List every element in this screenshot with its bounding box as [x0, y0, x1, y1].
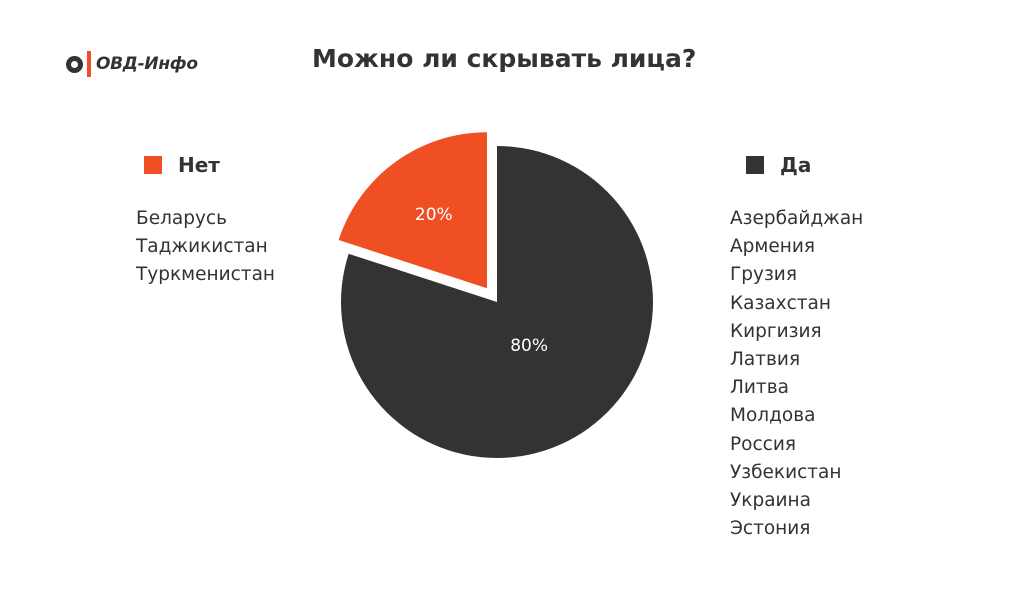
legend-item-yes: Да: [746, 153, 811, 177]
country-item: Украина: [730, 487, 863, 515]
logo-ring-icon: [66, 56, 83, 73]
pie-label-no: 20%: [415, 205, 453, 225]
logo-text: ОВД-Инфо: [96, 54, 198, 74]
country-item: Латвия: [730, 346, 863, 374]
country-item: Казахстан: [730, 290, 863, 318]
legend-label-yes: Да: [780, 153, 811, 177]
logo-accent-bar: [87, 51, 91, 77]
country-list-no: Беларусь Таджикистан Туркменистан: [136, 205, 275, 290]
country-item: Туркменистан: [136, 261, 275, 289]
country-item: Армения: [730, 233, 863, 261]
country-item: Россия: [730, 431, 863, 459]
pie-label-yes: 80%: [510, 336, 548, 356]
country-item: Азербайджан: [730, 205, 863, 233]
country-item: Грузия: [730, 261, 863, 289]
ovd-info-logo: ОВД-Инфо: [66, 49, 198, 79]
legend-label-no: Нет: [178, 153, 220, 177]
country-list-yes: Азербайджан Армения Грузия Казахстан Кир…: [730, 205, 863, 543]
country-item: Узбекистан: [730, 459, 863, 487]
country-item: Молдова: [730, 402, 863, 430]
country-item: Киргизия: [730, 318, 863, 346]
legend-item-no: Нет: [144, 153, 220, 177]
chart-title: Можно ли скрывать лица?: [312, 44, 696, 73]
legend-swatch-no: [144, 156, 162, 174]
country-item: Беларусь: [136, 205, 275, 233]
country-item: Эстония: [730, 515, 863, 543]
country-item: Таджикистан: [136, 233, 275, 261]
country-item: Литва: [730, 374, 863, 402]
legend-swatch-yes: [746, 156, 764, 174]
